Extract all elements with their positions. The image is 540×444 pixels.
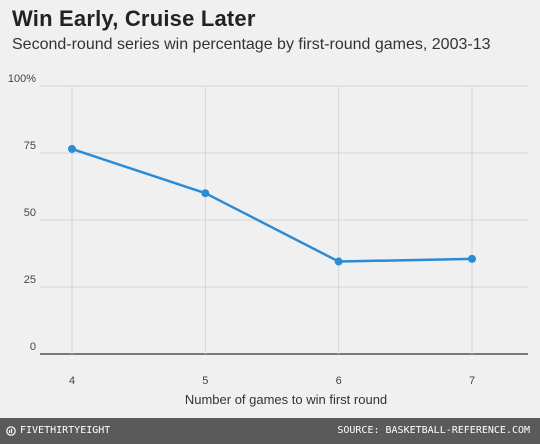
- data-point: [334, 257, 343, 266]
- x-tick-label: 5: [202, 375, 208, 387]
- brand: FIVETHIRTYEIGHT: [6, 425, 110, 436]
- y-axis-ticks: 0 25 50 75 100%: [8, 73, 36, 353]
- chart-title: Win Early, Cruise Later: [12, 6, 256, 31]
- footer-bar: FIVETHIRTYEIGHT SOURCE: BASKETBALL-REFER…: [0, 418, 540, 444]
- x-axis-ticks: 4 5 6 7: [69, 375, 475, 387]
- y-tick-label: 100%: [8, 73, 36, 85]
- series-layer: [68, 144, 476, 266]
- x-tick-label: 7: [469, 375, 475, 387]
- line-chart: 0 25 50 75 100% 4 5 6 7 Number of games to win …: [8, 73, 528, 407]
- y-tick-label: 50: [24, 207, 36, 219]
- x-tick-label: 4: [69, 375, 75, 387]
- data-point: [468, 254, 476, 263]
- source-credit: SOURCE: BASKETBALL-REFERENCE.COM: [337, 425, 530, 436]
- x-tick-label: 6: [336, 375, 342, 387]
- y-tick-label: 75: [24, 140, 36, 152]
- gridlines: [40, 85, 528, 355]
- x-axis-title: Number of games to win first round: [185, 392, 387, 407]
- y-tick-label: 25: [24, 274, 36, 286]
- data-point: [68, 144, 76, 153]
- series-line: [71, 147, 473, 263]
- y-tick-label: 0: [30, 341, 36, 353]
- chart-subtitle: Second-round series win percentage by fi…: [12, 36, 491, 53]
- data-point: [201, 189, 210, 198]
- brand-name: FIVETHIRTYEIGHT: [20, 425, 111, 436]
- fivethirtyeight-logo-icon: [6, 425, 16, 436]
